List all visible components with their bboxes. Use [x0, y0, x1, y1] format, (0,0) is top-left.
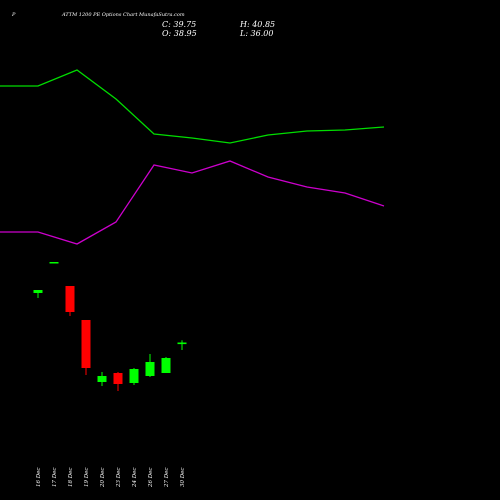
candle-4	[97, 372, 107, 386]
x-tick-label: 19 Dec	[84, 468, 90, 488]
x-axis-labels: 16 Dec 17 Dec 18 Dec 19 Dec 20 Dec 23 Dec 24 D…	[36, 468, 186, 489]
x-tick-label: 23 Dec	[116, 468, 122, 489]
candle-1	[49, 262, 59, 264]
candles	[33, 262, 187, 391]
candle-3	[81, 320, 91, 375]
x-tick-label: 27 Dec	[164, 468, 170, 489]
candle-body	[161, 358, 171, 373]
candle-body	[145, 362, 155, 376]
x-tick-label: 16 Dec	[36, 468, 42, 488]
open-value: O: 38.95	[162, 29, 197, 38]
candle-body	[129, 369, 139, 383]
candle-body	[49, 262, 59, 264]
x-tick-label: 17 Dec	[52, 468, 58, 488]
chart-title: ATTM 1200 PE Options Chart MunafaSutra.c…	[62, 12, 185, 18]
candle-6	[129, 368, 139, 385]
indicator-lines	[0, 69, 385, 245]
candle-body	[113, 373, 123, 384]
lower-band-line	[0, 160, 385, 245]
x-tick-label: 18 Dec	[68, 468, 74, 488]
candle-body	[33, 290, 43, 293]
candle-body	[65, 286, 75, 312]
close-value: C: 39.75	[162, 20, 197, 29]
low-value: L: 36.00	[240, 29, 274, 38]
candle-5	[113, 372, 123, 391]
candle-body	[81, 320, 91, 368]
x-tick-label: 26 Dec	[148, 468, 154, 489]
candle-2	[65, 286, 75, 316]
candle-8	[161, 357, 171, 373]
candle-9	[177, 340, 187, 350]
high-value: H: 40.85	[240, 20, 276, 29]
upper-band-line	[0, 69, 385, 144]
candle-body	[177, 342, 187, 345]
x-tick-label: 20 Dec	[100, 468, 106, 489]
x-tick-label: 24 Dec	[132, 468, 138, 489]
x-tick-label: 30 Dec	[180, 468, 186, 488]
candle-body	[97, 376, 107, 382]
candle-7	[145, 354, 155, 377]
candle-0	[33, 290, 43, 298]
symbol-letter: P	[12, 12, 16, 18]
